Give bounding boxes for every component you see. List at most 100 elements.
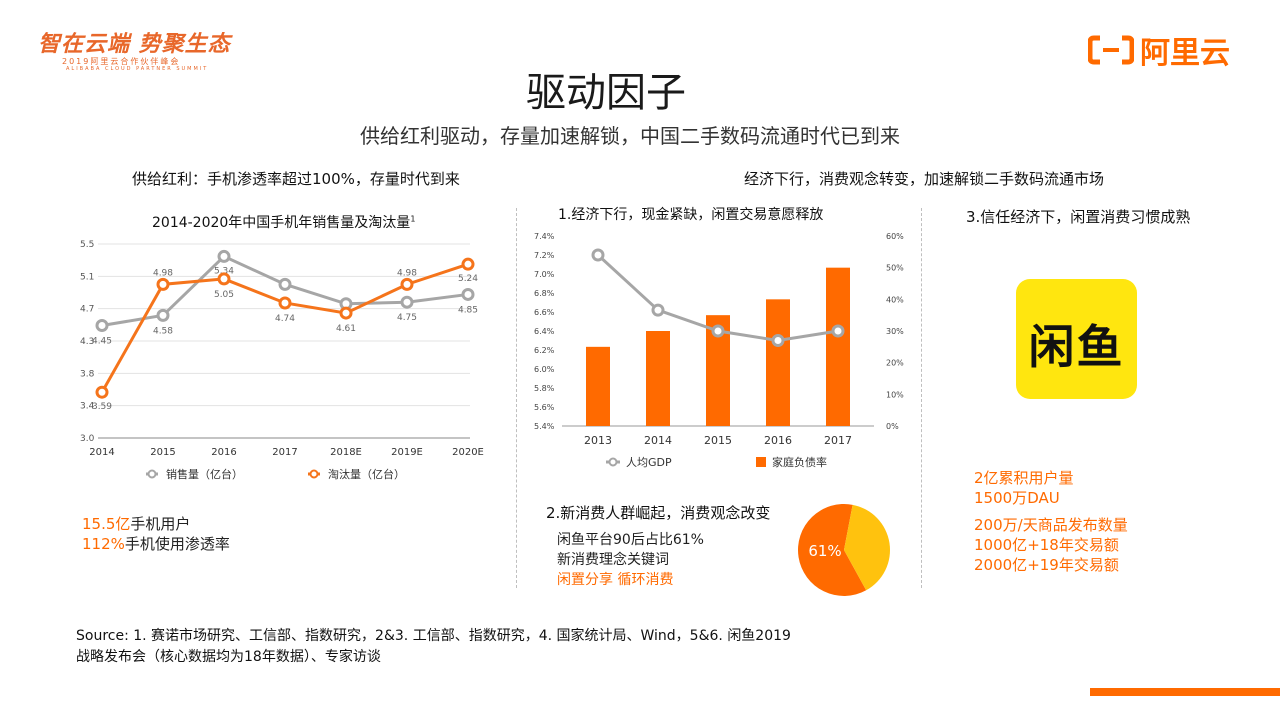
chart1-title-text: 2014-2020年中国手机年销售量及淘汰量 [152,215,411,231]
left-stats: 15.5亿手机用户 112%手机使用渗透率 [82,514,230,554]
legend-marker [147,469,157,479]
y-tick-label: 5.1 [80,272,94,282]
gdp-debt-chart: 5.4% 5.6% 5.8% 6.0% 6.2% 6.4% 6.6% 6.8% 7.0% 7.2%… [534,232,904,469]
left-y-tick: 6.6% [534,308,555,317]
chart1-title: 2014-2020年中国手机年销售量及淘汰量1 [152,212,415,232]
x-tick-label: 2018E [330,447,362,458]
stat-dau: 1500万DAU [974,488,1074,508]
left-y-tick: 6.2% [534,346,555,355]
data-label: 5.05 [214,290,234,300]
y-tick-label: 4.3 [80,337,94,347]
stat-gmv-2018: 1000亿+18年交易额 [974,535,1128,555]
y-tick-label: 3.0 [80,434,95,444]
source-note: Source: 1. 赛诺市场研究、工信部、指数研究，2&3. 工信部、指数研究… [76,628,791,665]
x-tick-label: 2015 [150,447,175,458]
data-point [278,296,292,310]
pie-chart: 61% [798,504,890,596]
consumer-line: 新消费理念关键词 [557,552,669,568]
xianyu-stats-users: 2亿累积用户量 1500万DAU [974,468,1074,508]
left-y-tick: 7.0% [534,270,555,279]
chart2-title: 1.经济下行，现金紧缺，闲置交易意愿释放 [558,207,824,223]
y-tick-label: 4.7 [80,305,94,315]
data-label: 4.74 [275,314,295,324]
summit-year: 2019阿里云合作伙伴峰会 [62,57,181,66]
data-label: 4.45 [92,336,112,346]
divider-right [921,208,922,588]
summit-subtitle-en: ALIBABA CLOUD PARTNER SUMMIT [66,66,209,72]
stat-gmv-2019: 2000亿+19年交易额 [974,555,1128,575]
pie-label: 61% [808,542,841,560]
brand-name: 阿里云 [1140,36,1230,71]
stat-value: 112% [82,535,125,553]
data-point [278,277,292,291]
stat-label: DAU [1027,489,1060,507]
right-y-tick: 10% [886,390,904,399]
stat-label: 手机用户 [130,515,191,533]
left-y-tick: 5.6% [534,403,555,412]
left-y-tick: 7.4% [534,232,555,241]
left-y-tick: 5.4% [534,422,555,431]
stat-daily-listings: 200万/天商品发布数量 [974,515,1128,535]
stat-label: /天商品发布数量 [1017,516,1128,534]
consumer-title: 2.新消费人群崛起，消费观念改变 [546,504,771,522]
x-tick-label: 2013 [584,434,612,447]
y-tick-label: 5.5 [80,240,94,250]
stat-label: 手机使用渗透率 [124,535,230,553]
stat-label: +18年交易额 [1027,536,1119,554]
xianyu-logo: 闲鱼 [1016,279,1137,399]
data-point [461,257,475,271]
data-label: 4.75 [397,313,417,323]
x-tick-label: 2019E [391,447,423,458]
left-y-tick: 6.8% [534,289,555,298]
data-point [400,295,414,309]
stat-value: 1500万 [974,489,1028,507]
data-label: 4.98 [153,268,173,278]
debt-bar [766,299,790,426]
debt-bar [586,346,610,426]
data-label: 5.24 [458,274,478,284]
data-point [156,308,170,322]
legend-label: 销售量（亿台） [166,467,243,481]
xianyu-logo-text: 闲鱼 [1028,320,1125,374]
gdp-point [651,303,665,317]
right-y-tick: 60% [886,232,904,241]
data-label: 4.85 [458,305,478,315]
data-point [156,277,170,291]
stat-phone-users: 15.5亿手机用户 [82,514,230,534]
phone-sales-chart: 3.0 3.4 3.8 4.3 4.7 5.1 5.5 2014 2015 2016 2017 201… [80,240,484,481]
legend-label: 淘汰量（亿台） [328,467,405,481]
data-point [400,277,414,291]
y-tick-label: 3.8 [80,369,95,379]
stat-penetration: 112%手机使用渗透率 [82,534,230,554]
x-tick-label: 2015 [704,434,732,447]
data-point [217,272,231,286]
right-section-heading: 经济下行，消费观念转变，加速解锁二手数码流通市场 [744,170,1105,188]
consumer-text: 闲鱼平台90后占比61% 新消费理念关键词 闲置分享 循环消费 [557,530,704,590]
x-tick-label: 2017 [824,434,852,447]
right-y-tick: 0% [886,422,899,431]
left-y-tick: 6.0% [534,365,555,374]
gdp-point [591,248,605,262]
stat-value: 15.5亿 [82,515,131,533]
left-y-tick: 5.8% [534,384,555,393]
y-tick-label: 3.4 [80,402,95,412]
alibaba-cloud-icon [1088,35,1134,65]
left-y-tick: 6.4% [534,327,555,336]
legend-marker [309,469,319,479]
page-subtitle: 供给红利驱动，存量加速解锁，中国二手数码流通时代已到来 [360,124,900,148]
data-point [339,306,353,320]
consumer-keywords: 闲置分享 循环消费 [557,572,674,588]
left-section-heading: 供给红利：手机渗透率超过100%，存量时代到来 [132,170,460,188]
right-y-tick: 30% [886,327,904,336]
data-label: 3.59 [92,402,112,412]
trust-heading: 3.信任经济下，闲置消费习惯成熟 [966,208,1191,226]
legend-marker [608,457,618,467]
chart1-title-footnote: 1 [410,214,416,224]
legend-swatch [756,457,766,467]
x-tick-label: 2016 [211,447,236,458]
data-point [95,385,109,399]
data-point [217,249,231,263]
x-tick-label: 2020E [452,447,484,458]
stat-label: 累积用户量 [998,469,1074,487]
gdp-point [711,324,725,338]
